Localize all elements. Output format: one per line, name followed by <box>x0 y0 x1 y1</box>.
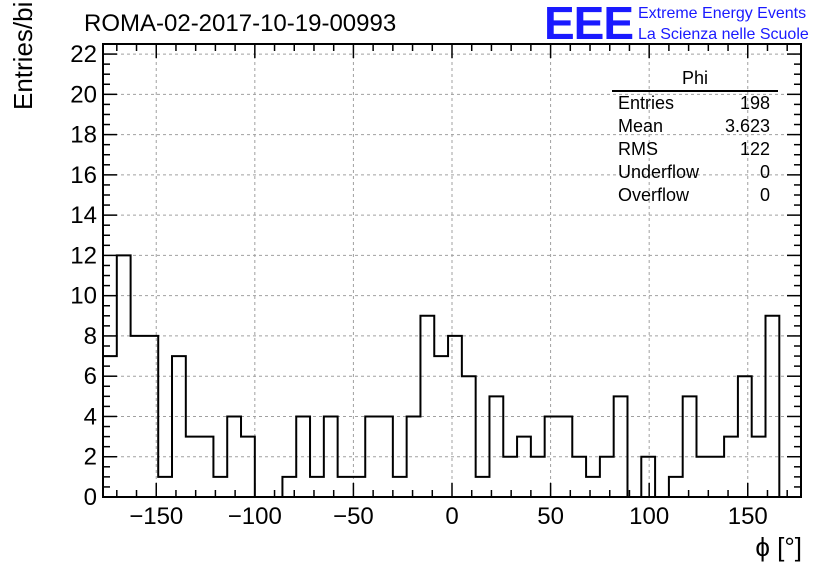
histogram-bin <box>766 316 780 497</box>
stats-row-mean: Mean 3.623 <box>612 115 778 138</box>
stats-label: Overflow <box>618 185 690 205</box>
stats-label: Mean <box>618 116 664 136</box>
stats-title: Phi <box>612 68 778 92</box>
histogram-bin <box>710 457 724 497</box>
x-tick-label: −100 <box>228 503 282 530</box>
stats-label: Entries <box>618 93 675 113</box>
y-tick-label: 6 <box>84 363 97 390</box>
stats-label: Underflow <box>618 162 700 182</box>
histogram-bin <box>200 437 214 497</box>
histogram-bin <box>641 457 655 497</box>
histogram-bin <box>476 477 490 497</box>
stats-row-underflow: Underflow 0 <box>612 161 778 184</box>
histogram-bin <box>131 336 145 497</box>
histogram-outline <box>102 254 781 498</box>
x-tick-label: −150 <box>129 503 183 530</box>
logo-text: Extreme Energy Events La Scienza nelle S… <box>638 3 809 45</box>
y-tick-label: 10 <box>70 283 97 310</box>
histogram-bin <box>489 396 503 497</box>
stats-value: 198 <box>739 93 770 113</box>
histogram-bin <box>503 457 517 497</box>
stats-row-rms: RMS 122 <box>612 138 778 161</box>
histogram-bin <box>669 477 683 497</box>
histogram-bin <box>462 376 476 497</box>
histogram-bin <box>338 477 352 497</box>
x-tick-label: 50 <box>537 503 564 530</box>
stats-label: RMS <box>618 139 658 159</box>
histogram-bin <box>241 437 255 497</box>
x-tick-label: 150 <box>728 503 768 530</box>
histogram-bin <box>517 437 531 497</box>
histogram-bin <box>545 416 559 497</box>
y-axis-label: Entries/bin <box>8 0 38 110</box>
y-tick-label: 16 <box>70 162 97 189</box>
logo-line-2: La Scienza nelle Scuole <box>638 26 809 43</box>
x-tick-label: −50 <box>333 503 374 530</box>
histogram-bin <box>379 416 393 497</box>
histogram-bin <box>117 255 131 497</box>
y-tick-label: 18 <box>70 122 97 149</box>
histogram-bin <box>448 336 462 497</box>
histogram-bin <box>738 376 752 497</box>
histogram-bin <box>531 457 545 497</box>
stats-box: Phi Entries 198 Mean 3.623 RMS 122 Under… <box>612 68 778 207</box>
histogram-bin <box>752 437 766 497</box>
stats-value: 0 <box>759 162 770 182</box>
histogram-bin <box>158 477 172 497</box>
y-tick-label: 4 <box>84 403 97 430</box>
histogram-bin <box>558 416 572 497</box>
histogram-bin <box>600 457 614 497</box>
histogram-bin <box>186 437 200 497</box>
y-tick-label: 20 <box>70 81 97 108</box>
histogram-bin <box>365 416 379 497</box>
y-tick-label: 8 <box>84 323 97 350</box>
chart-title: ROMA-02-2017-10-19-00993 <box>84 10 397 37</box>
histogram-bin <box>407 416 421 497</box>
histogram-bin <box>310 477 324 497</box>
histogram-bin <box>227 416 241 497</box>
x-axis-label: ϕ [°] <box>755 532 802 562</box>
y-tick-label: 22 <box>70 41 97 68</box>
stats-row-entries: Entries 198 <box>612 92 778 115</box>
y-tick-label: 14 <box>70 202 97 229</box>
x-tick-label: 0 <box>445 503 458 530</box>
histogram-bin <box>172 356 186 497</box>
eee-logo: EEE <box>544 0 634 49</box>
histogram-bin <box>586 477 600 497</box>
stats-row-overflow: Overflow 0 <box>612 184 778 207</box>
histogram-bin <box>296 416 310 497</box>
stats-value: 3.623 <box>724 116 770 136</box>
stats-value: 122 <box>739 139 770 159</box>
y-tick-label: 0 <box>84 484 97 511</box>
y-tick-label: 2 <box>84 444 97 471</box>
y-tick-label: 12 <box>70 242 97 269</box>
histogram-bin <box>614 396 628 497</box>
histogram-bin <box>393 477 407 497</box>
histogram-bin <box>144 336 158 497</box>
logo-line-1: Extreme Energy Events <box>638 5 807 22</box>
x-tick-label: 100 <box>629 503 669 530</box>
histogram-bin <box>724 437 738 497</box>
histogram-bin <box>420 316 434 497</box>
histogram-bin <box>572 457 586 497</box>
histogram-bin <box>683 396 697 497</box>
histogram-bin <box>324 416 338 497</box>
stats-value: 0 <box>759 185 770 205</box>
histogram-bin <box>434 356 448 497</box>
